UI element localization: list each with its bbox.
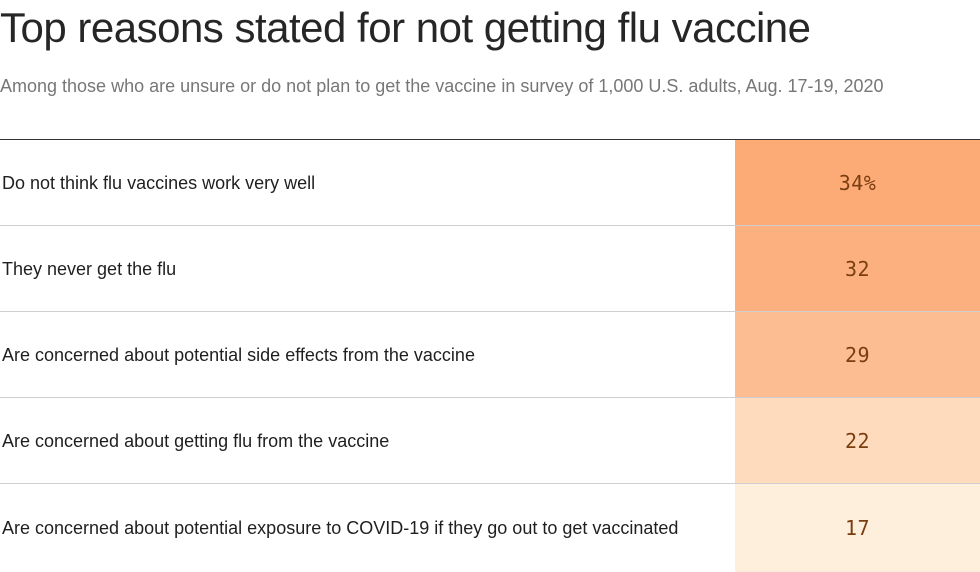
row-value-cell: 17 (735, 484, 980, 572)
chart-subtitle: Among those who are unsure or do not pla… (0, 76, 884, 96)
reasons-table: Do not think flu vaccines work very well… (0, 139, 980, 572)
row-label: Are concerned about getting flu from the… (2, 430, 390, 451)
table-row: Are concerned about getting flu from the… (0, 398, 980, 484)
row-label: They never get the flu (2, 258, 177, 279)
table-row: Are concerned about potential exposure t… (0, 484, 980, 572)
row-label: Are concerned about potential exposure t… (2, 518, 679, 538)
row-value-cell: 34% (735, 140, 980, 225)
table-row: Do not think flu vaccines work very well… (0, 140, 980, 226)
table-row: Are concerned about potential side effec… (0, 312, 980, 398)
row-value-cell: 29 (735, 312, 980, 397)
row-label: Do not think flu vaccines work very well (2, 172, 316, 193)
chart-title: Top reasons stated for not getting flu v… (0, 4, 811, 51)
row-label: Are concerned about potential side effec… (2, 344, 475, 365)
row-value-cell: 32 (735, 226, 980, 311)
table-row: They never get the flu 32 (0, 226, 980, 312)
row-value-cell: 22 (735, 398, 980, 483)
